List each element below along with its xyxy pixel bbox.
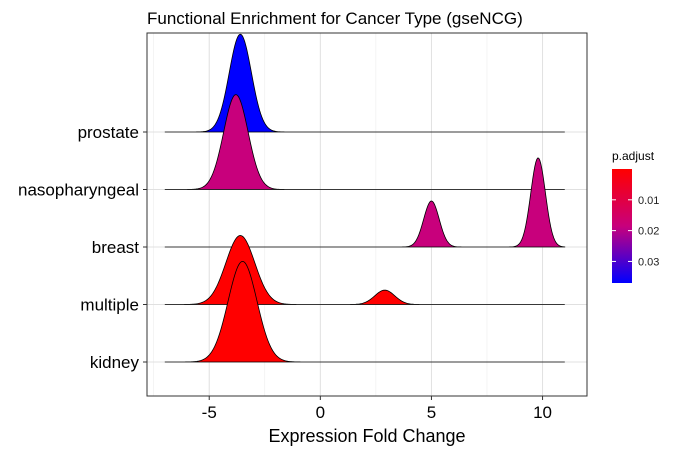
y-tick-label-nasopharyngeal: nasopharyngeal [18,181,139,200]
y-tick-label-kidney: kidney [90,353,140,372]
ridges [164,33,566,363]
y-axis: kidney multiple breast nasopharyngeal prosta… [18,123,147,372]
y-tick-label-prostate: prostate [78,123,139,142]
y-tick-label-breast: breast [92,238,140,257]
chart-title: Functional Enrichment for Cancer Type (g… [147,9,523,28]
plot-background [147,33,587,396]
x-tick-label: 0 [316,403,325,422]
legend: p.adjust 0.01 0.02 0.03 [612,149,659,283]
x-tick-label: 5 [427,403,436,422]
ridge-prostate [164,33,565,133]
x-tick-label: -5 [202,403,217,422]
legend-tick-label: 0.01 [638,195,659,207]
legend-title: p.adjust [612,149,655,163]
legend-tick-label: 0.02 [638,226,659,238]
plot-border [146,32,588,397]
legend-tick-label: 0.03 [638,256,659,268]
legend-colorbar [612,169,632,283]
ridge-kidney [164,260,565,363]
y-tick-label-multiple: multiple [80,296,139,315]
ridge-nasopharyngeal [164,94,565,190]
x-axis-title: Expression Fold Change [268,426,465,446]
x-tick-label: 10 [533,403,552,422]
x-axis: -5 0 5 10 [202,396,552,422]
